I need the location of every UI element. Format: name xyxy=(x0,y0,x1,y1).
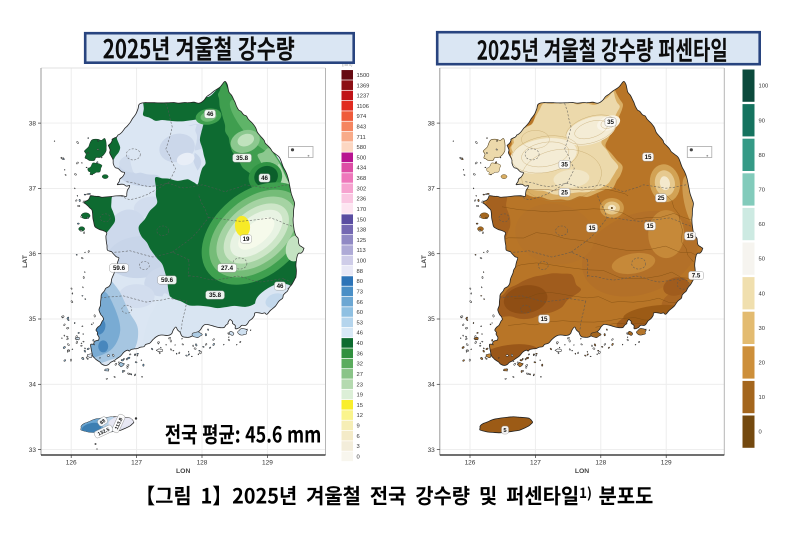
svg-text:34: 34 xyxy=(428,382,436,389)
svg-text:38: 38 xyxy=(29,120,37,127)
svg-text:15: 15 xyxy=(647,223,654,230)
svg-text:40: 40 xyxy=(357,341,363,347)
svg-text:38: 38 xyxy=(428,120,436,127)
svg-text:46: 46 xyxy=(261,175,268,182)
svg-text:126: 126 xyxy=(465,460,476,467)
svg-text:129: 129 xyxy=(661,460,672,467)
svg-text:20: 20 xyxy=(759,361,765,367)
svg-text:711: 711 xyxy=(357,135,366,141)
svg-text:36: 36 xyxy=(29,251,37,258)
svg-text:90: 90 xyxy=(759,118,765,124)
svg-text:35: 35 xyxy=(561,162,568,169)
svg-text:127: 127 xyxy=(530,460,541,467)
svg-text:40: 40 xyxy=(759,291,765,297)
svg-text:23: 23 xyxy=(357,382,363,388)
svg-text:100: 100 xyxy=(759,84,769,90)
svg-text:46: 46 xyxy=(277,283,284,290)
svg-text:19: 19 xyxy=(357,393,363,399)
svg-text:15: 15 xyxy=(687,233,694,240)
svg-text:88: 88 xyxy=(357,269,363,275)
svg-text:34: 34 xyxy=(29,382,37,389)
svg-text:100: 100 xyxy=(357,259,367,265)
svg-text:53: 53 xyxy=(357,320,363,326)
svg-text:46: 46 xyxy=(357,331,363,337)
svg-text:59.6: 59.6 xyxy=(113,265,126,272)
svg-text:27.4: 27.4 xyxy=(221,265,234,272)
svg-text:580: 580 xyxy=(357,145,367,151)
svg-text:15: 15 xyxy=(357,403,363,409)
svg-text:LAT: LAT xyxy=(421,254,428,268)
svg-text:35: 35 xyxy=(607,119,614,126)
svg-text:170: 170 xyxy=(357,207,367,213)
svg-text:6: 6 xyxy=(357,434,360,440)
svg-text:302: 302 xyxy=(357,186,367,192)
svg-text:33: 33 xyxy=(29,447,37,454)
svg-text:59.6: 59.6 xyxy=(161,277,174,284)
svg-text:12: 12 xyxy=(357,413,363,419)
svg-text:35: 35 xyxy=(29,316,37,323)
svg-text:128: 128 xyxy=(197,460,208,467)
svg-text:37: 37 xyxy=(428,186,436,193)
svg-text:1106: 1106 xyxy=(357,104,369,110)
svg-text:7.5: 7.5 xyxy=(692,273,701,280)
svg-text:32: 32 xyxy=(357,362,363,368)
svg-text:LAT: LAT xyxy=(22,254,29,268)
svg-text:974: 974 xyxy=(357,114,367,120)
svg-text:3: 3 xyxy=(357,444,360,450)
svg-text:126: 126 xyxy=(66,460,77,467)
svg-text:80: 80 xyxy=(357,279,363,285)
svg-text:27: 27 xyxy=(357,372,363,378)
svg-text:434: 434 xyxy=(357,166,367,172)
svg-text:0: 0 xyxy=(357,454,360,460)
svg-text:843: 843 xyxy=(357,125,367,131)
svg-text:LON: LON xyxy=(176,468,190,475)
svg-text:15: 15 xyxy=(645,154,652,161)
svg-text:60: 60 xyxy=(759,222,765,228)
svg-text:19: 19 xyxy=(243,236,250,243)
svg-text:368: 368 xyxy=(357,176,367,182)
svg-text:127: 127 xyxy=(131,460,142,467)
svg-text:236: 236 xyxy=(357,197,367,203)
svg-text:33: 33 xyxy=(428,447,436,454)
svg-text:15: 15 xyxy=(589,225,596,232)
svg-text:1369: 1369 xyxy=(357,83,370,89)
svg-text:36: 36 xyxy=(428,251,436,258)
svg-text:10: 10 xyxy=(759,395,765,401)
svg-text:1500: 1500 xyxy=(357,73,370,79)
svg-text:46: 46 xyxy=(207,111,214,118)
svg-text:30: 30 xyxy=(759,326,765,332)
svg-text:150: 150 xyxy=(357,217,367,223)
svg-text:500: 500 xyxy=(357,155,367,161)
svg-text:80: 80 xyxy=(759,153,765,159)
svg-text:129: 129 xyxy=(262,460,273,467)
svg-text:138: 138 xyxy=(357,228,367,234)
svg-text:113: 113 xyxy=(357,248,366,254)
svg-text:25: 25 xyxy=(561,190,568,197)
svg-text:70: 70 xyxy=(759,188,765,194)
svg-text:9: 9 xyxy=(357,423,360,429)
svg-text:36: 36 xyxy=(357,351,363,357)
svg-text:35.8: 35.8 xyxy=(209,292,222,299)
svg-text:66: 66 xyxy=(357,300,363,306)
svg-text:73: 73 xyxy=(357,289,363,295)
svg-text:125: 125 xyxy=(357,238,367,244)
svg-text:LON: LON xyxy=(575,468,589,475)
svg-text:50: 50 xyxy=(759,257,765,263)
svg-text:37: 37 xyxy=(29,186,37,193)
svg-text:25: 25 xyxy=(658,195,665,202)
svg-text:0: 0 xyxy=(759,430,762,436)
svg-text:1237: 1237 xyxy=(357,94,370,100)
svg-text:15: 15 xyxy=(541,316,548,323)
svg-text:128: 128 xyxy=(595,460,606,467)
svg-text:60: 60 xyxy=(357,310,363,316)
svg-text:35: 35 xyxy=(428,316,436,323)
svg-text:35.8: 35.8 xyxy=(236,155,249,162)
